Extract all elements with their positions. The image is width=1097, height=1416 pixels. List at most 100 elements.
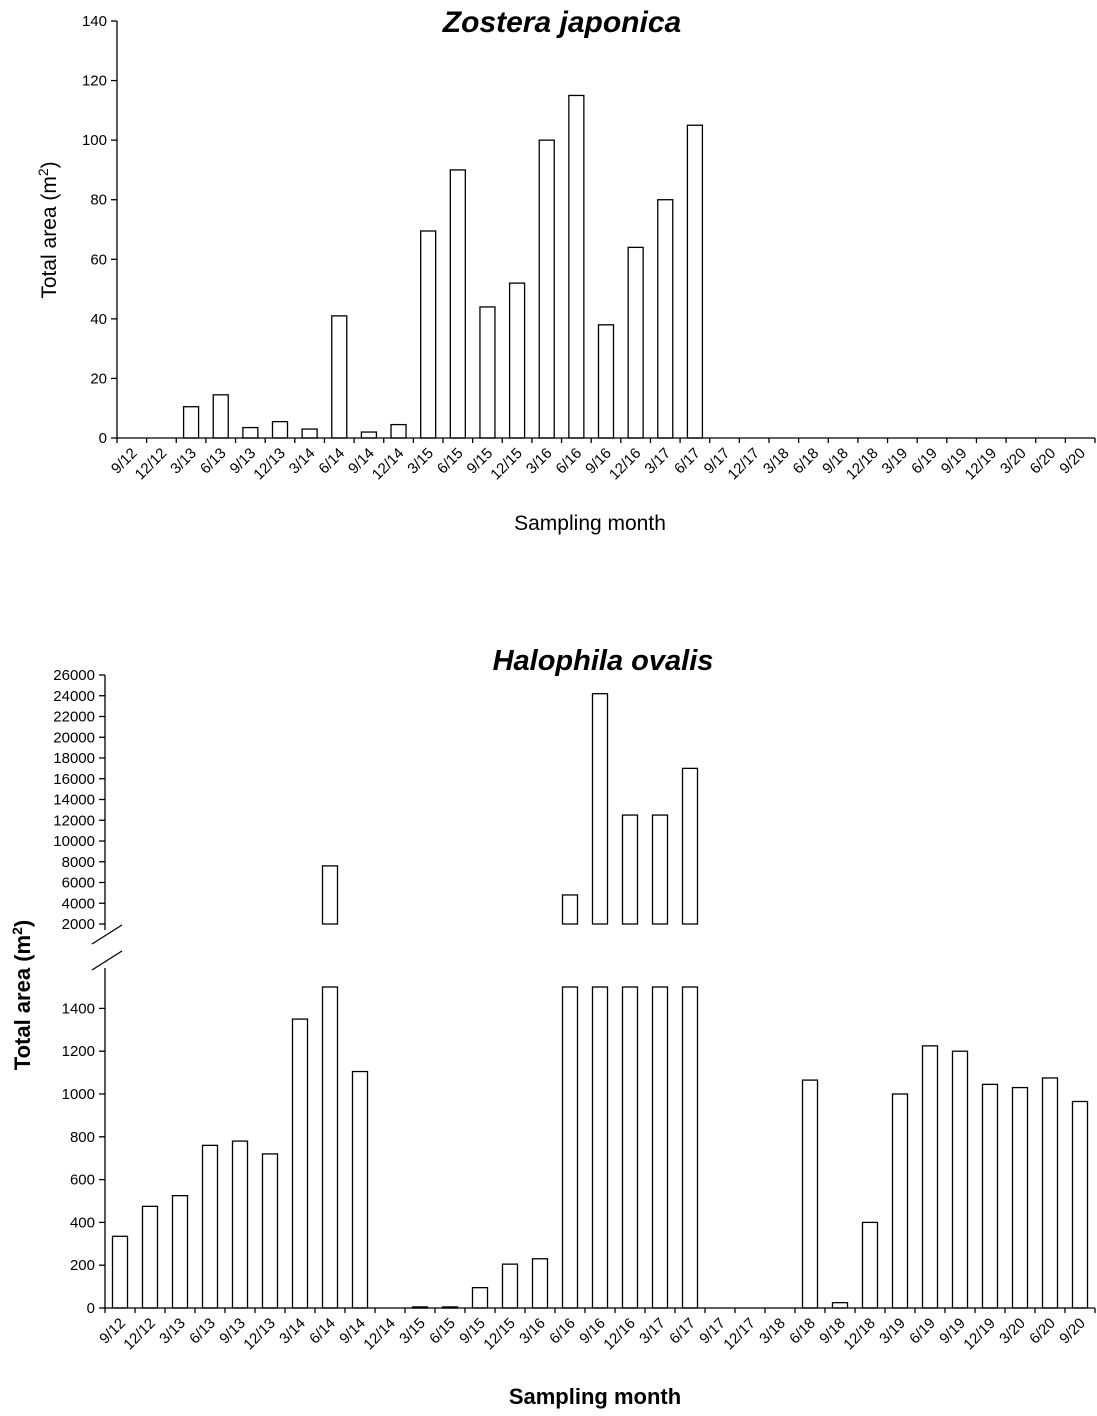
x-tick-label: 3/15 <box>404 445 437 478</box>
y-tick-label: 1400 <box>62 1000 95 1017</box>
x-axis-label: Sampling month <box>514 512 666 535</box>
y-axis-label: Total area (m2) <box>9 920 35 1070</box>
bar-6/20 <box>1041 1077 1059 1309</box>
x-tick-label: 3/19 <box>876 1315 909 1348</box>
y-tick-label: 400 <box>70 1214 95 1231</box>
y-tick-label: 16000 <box>53 771 95 788</box>
bar-6/17 <box>681 986 699 1309</box>
x-tick-label: 12/19 <box>960 1315 999 1354</box>
bar-9/15 <box>479 306 496 439</box>
x-tick-label: 12/15 <box>487 445 526 484</box>
bar-3/20 <box>1011 1086 1029 1309</box>
bar-9/15 <box>471 1287 489 1309</box>
bar-12/13 <box>271 420 289 439</box>
x-tick-label: 12/15 <box>480 1315 519 1354</box>
bar-3/17 <box>651 986 669 1309</box>
bar-6/14-upper <box>321 865 339 925</box>
x-tick-label: 12/14 <box>369 445 408 484</box>
bar-6/17-upper <box>681 767 699 925</box>
bar-9/13 <box>242 426 259 439</box>
x-tick-label: 6/19 <box>908 445 941 478</box>
bar-9/16 <box>597 324 615 439</box>
bar-9/20 <box>1071 1100 1089 1309</box>
bar-6/14 <box>331 315 348 439</box>
y-tick-label: 26000 <box>53 667 95 684</box>
x-tick-label: 12/18 <box>843 445 882 484</box>
bar-3/16 <box>538 139 555 439</box>
x-tick-label: 3/14 <box>276 1315 309 1348</box>
bar-3/17-upper <box>651 814 669 925</box>
chart-title: Halophila ovalis <box>493 645 714 677</box>
bar-9/12 <box>111 1235 129 1309</box>
x-tick-label: 6/14 <box>306 1315 339 1348</box>
bar-9/16 <box>591 986 609 1309</box>
x-axis-label: Sampling month <box>509 1384 681 1409</box>
bar-12/16 <box>627 246 644 439</box>
x-tick-label: 12/16 <box>606 445 645 484</box>
bar-3/17 <box>657 199 674 439</box>
bar-3/13 <box>182 406 200 439</box>
x-tick-label: 3/15 <box>396 1315 429 1348</box>
y-tick-label: 2000 <box>62 916 95 933</box>
x-tick-label: 6/17 <box>671 445 704 478</box>
y-tick-label: 20 <box>90 370 107 387</box>
y-tick-label: 4000 <box>62 895 95 912</box>
x-tick-label: 6/17 <box>666 1315 699 1348</box>
bar-6/15 <box>449 169 466 439</box>
x-tick-label: 6/13 <box>186 1315 219 1348</box>
bar-9/19 <box>951 1050 969 1309</box>
x-tick-label: 6/20 <box>1026 1315 1059 1348</box>
bar-9/13 <box>231 1140 249 1309</box>
x-tick-label: 12/13 <box>240 1315 279 1354</box>
y-tick-label: 600 <box>70 1172 95 1189</box>
y-tick-label: 20000 <box>53 729 95 746</box>
y-tick-label: 14000 <box>53 792 95 809</box>
chart-zostera-japonica: Zostera japonica Total area (m2) Samplin… <box>35 6 1096 535</box>
x-tick-label: 6/18 <box>786 1315 819 1348</box>
y-tick-label: 1200 <box>62 1043 95 1060</box>
y-tick-label: 22000 <box>53 709 95 726</box>
chart-title: Zostera japonica <box>442 6 681 39</box>
x-tick-label: 12/19 <box>962 445 1001 484</box>
y-tick-label: 0 <box>87 1300 95 1317</box>
y-tick-label: 100 <box>82 132 107 149</box>
x-tick-label: 12/12 <box>132 445 171 484</box>
bar-12/18 <box>861 1221 879 1309</box>
bar-3/15 <box>420 230 437 439</box>
x-tick-label: 6/19 <box>906 1315 939 1348</box>
x-tick-label: 6/18 <box>790 445 823 478</box>
bar-6/17 <box>686 124 704 439</box>
x-tick-label: 3/19 <box>879 445 912 478</box>
x-tick-label: 12/14 <box>360 1315 399 1354</box>
axis-break-mark <box>91 924 123 945</box>
x-tick-label: 3/20 <box>996 1315 1029 1348</box>
bar-12/15 <box>501 1263 519 1309</box>
bar-6/13 <box>201 1144 219 1309</box>
y-tick-label: 80 <box>90 192 107 209</box>
y-tick-label: 24000 <box>53 688 95 705</box>
bar-6/13 <box>212 394 229 439</box>
x-tick-label: 9/20 <box>1056 1315 1089 1348</box>
bar-6/19 <box>921 1045 939 1309</box>
y-tick-label: 10000 <box>53 833 95 850</box>
x-tick-label: 6/15 <box>426 1315 459 1348</box>
x-tick-label: 6/13 <box>197 445 230 478</box>
x-tick-label: 3/16 <box>516 1315 549 1348</box>
y-tick-label: 6000 <box>62 875 95 892</box>
x-tick-label: 12/17 <box>720 1315 759 1354</box>
y-tick-label: 1000 <box>62 1086 95 1103</box>
bar-3/19 <box>891 1093 909 1309</box>
bar-3/14 <box>291 1018 309 1309</box>
bar-12/19 <box>981 1083 999 1309</box>
y-tick-label: 0 <box>99 430 107 447</box>
x-tick-label: 3/18 <box>760 445 793 478</box>
y-tick-label: 40 <box>90 311 107 328</box>
bar-6/16 <box>568 94 585 439</box>
bar-12/13 <box>261 1153 279 1309</box>
x-tick-label: 12/13 <box>250 445 289 484</box>
bar-3/13 <box>171 1195 189 1309</box>
bar-12/16-upper <box>621 814 639 925</box>
y-tick-label: 8000 <box>62 854 95 871</box>
y-tick-label: 60 <box>90 251 107 268</box>
